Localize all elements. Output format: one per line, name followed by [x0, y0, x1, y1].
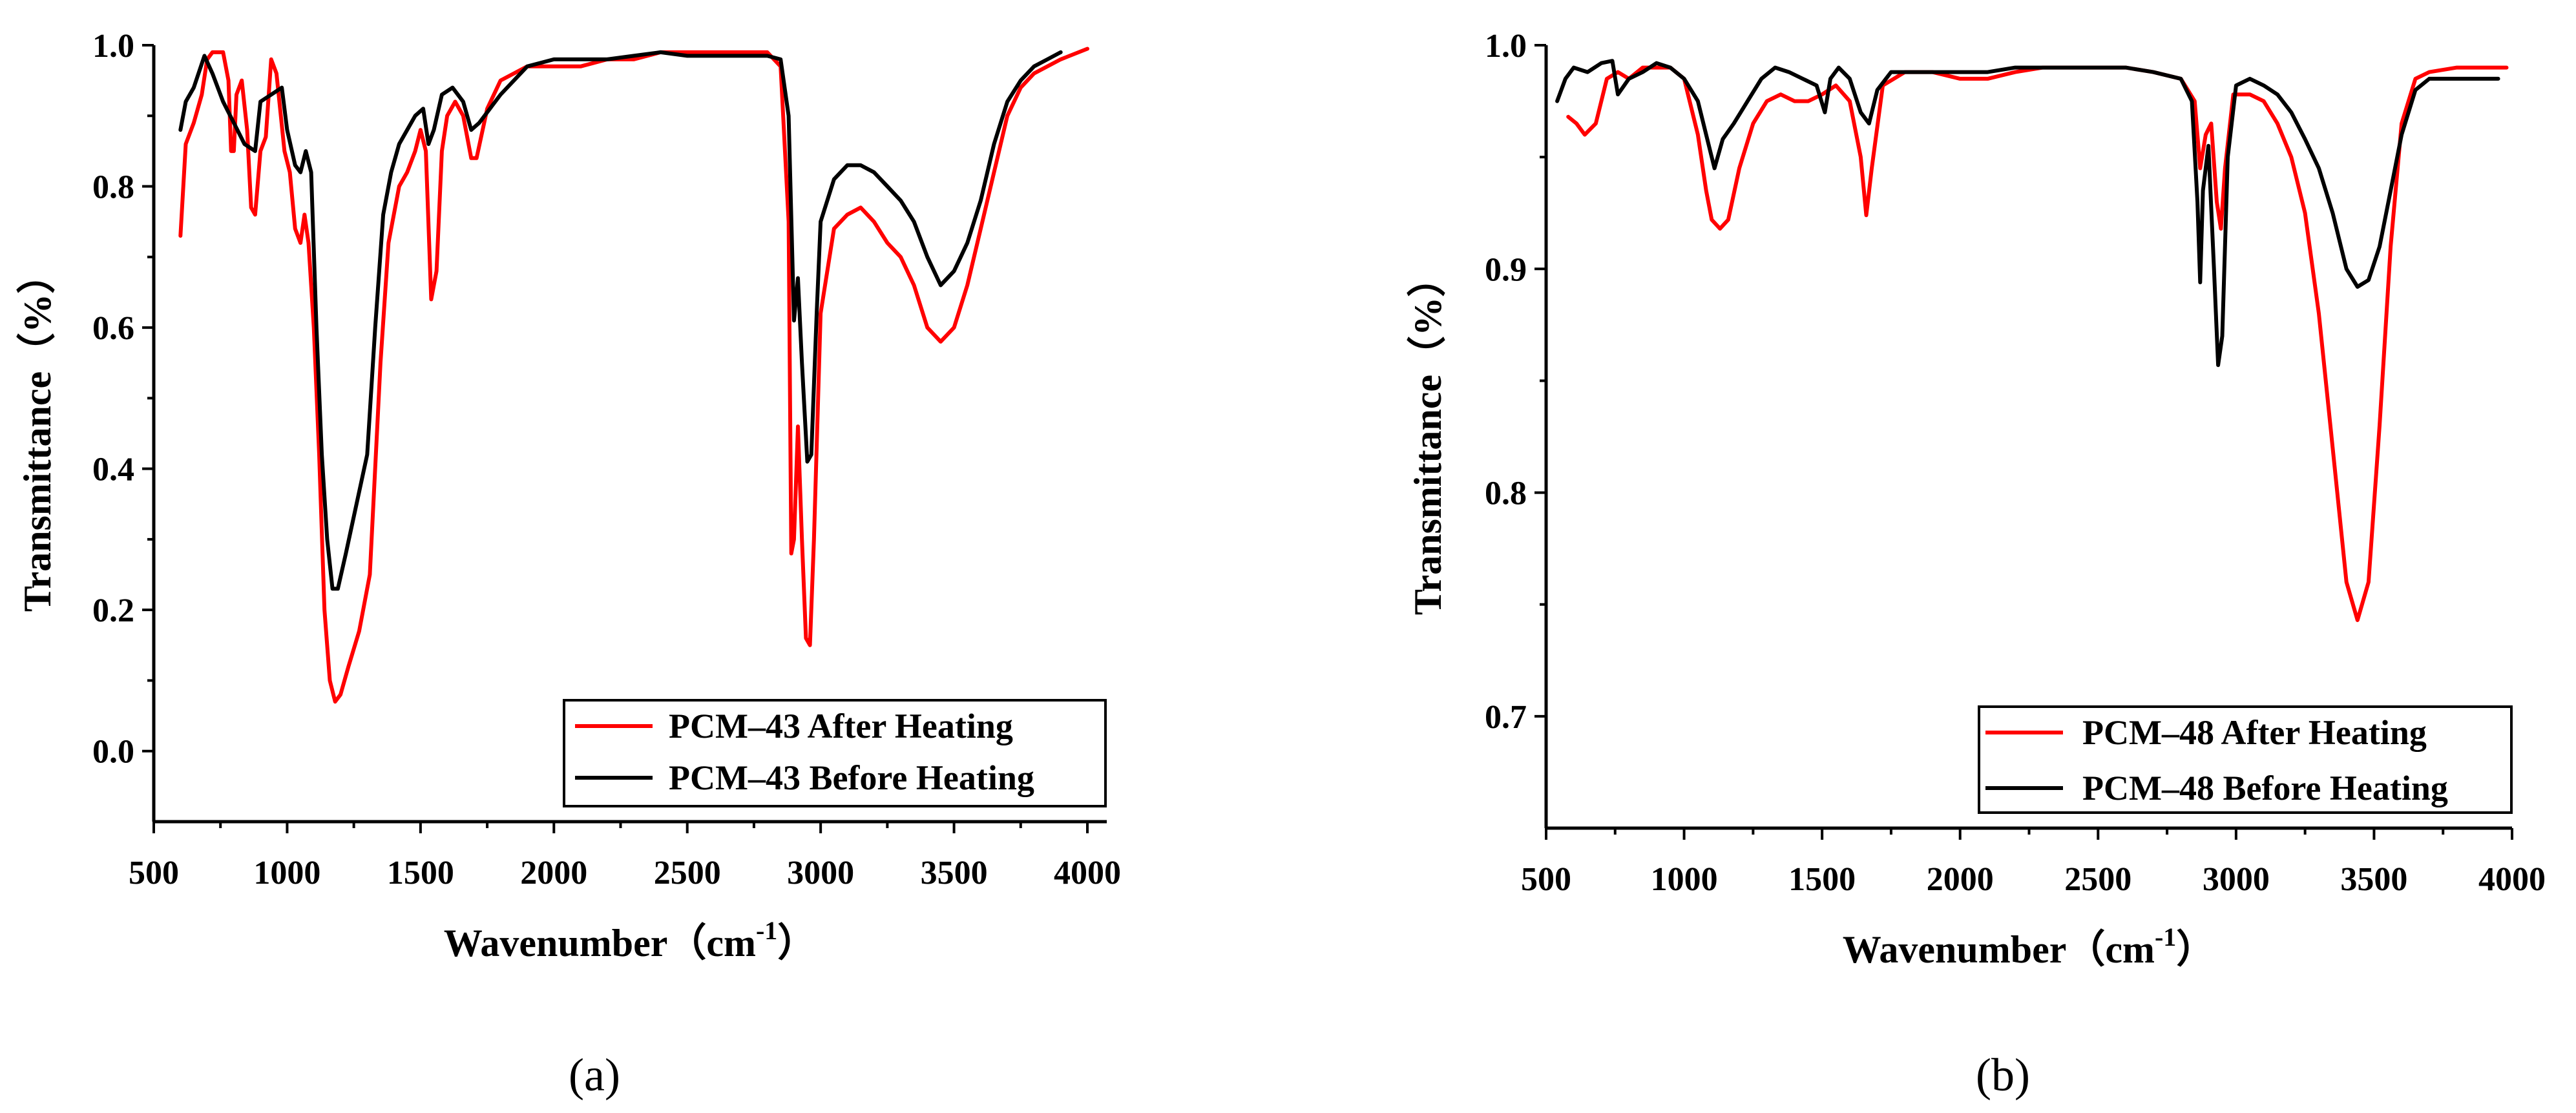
panel-b-x-tick-label: 4000 — [2478, 861, 2546, 898]
panel-a-y-tick-label: 0.2 — [92, 592, 134, 629]
panel-a-x-tick-label: 3000 — [787, 855, 854, 891]
panel-b-ticks: 500 1000 1500 2000 2500 3000 3500 4000 0.7 0.8 0.9… — [1485, 28, 2546, 898]
panel-b-y-tick-label: 0.8 — [1485, 475, 1527, 512]
panel-a-y-tick-label: 0.0 — [92, 734, 134, 771]
panel-a-y-tick-label: 0.8 — [92, 169, 134, 206]
panel-a-ticks: 500 1000 1500 2000 2500 3000 3500 4000 0.0 0.2 0.4… — [92, 28, 1121, 891]
panel-a-legend: PCM–43 After Heating PCM–43 Before Heati… — [563, 699, 1107, 807]
panel-a-x-tick-label: 3500 — [921, 855, 988, 891]
panel-a-y-tick-label: 0.6 — [92, 310, 134, 347]
panel-b-x-axis-title: Wavenumber（cm-1） — [1843, 922, 2215, 971]
panel-b: 500 1000 1500 2000 2500 3000 3500 4000 0.7 0.8 0.9… — [1406, 28, 2546, 1101]
panel-b-y-tick-label: 0.9 — [1485, 251, 1527, 288]
panel-b-legend: PCM–48 After Heating PCM–48 Before Heati… — [1978, 705, 2513, 814]
panel-b-y-axis-title: Transmittance（%） — [1406, 258, 1449, 615]
panel-a-series-line-before-heating — [178, 50, 1063, 591]
panel-b-series-line-after-heating — [1566, 65, 2509, 622]
panel-a-x-tick-label: 2000 — [520, 855, 587, 891]
panel-a-series-line-after-heating — [178, 47, 1089, 704]
panel-a-legend-label-before: PCM–43 Before Heating — [669, 758, 1034, 797]
panel-b-legend-label-after: PCM–48 After Heating — [2082, 713, 2427, 752]
panel-b-x-tick-label: 2500 — [2064, 861, 2131, 898]
panel-b-y-tick-label: 0.7 — [1485, 699, 1527, 736]
panel-a-x-tick-label: 1500 — [387, 855, 454, 891]
panel-a-legend-box — [563, 699, 1107, 807]
panel-b-series — [1555, 59, 2509, 622]
panel-a-x-tick-label: 1000 — [253, 855, 320, 891]
panel-b-legend-label-before: PCM–48 Before Heating — [2082, 769, 2448, 807]
panel-a-legend-label-after: PCM–43 After Heating — [669, 707, 1013, 745]
panel-b-x-tick-label: 1000 — [1651, 861, 1718, 898]
panel-b-x-tick-label: 2000 — [1927, 861, 1994, 898]
panel-a-label: (a) — [569, 1049, 620, 1101]
panel-b-series-line-before-heating — [1555, 59, 2500, 368]
panel-b-label: (b) — [1976, 1049, 2030, 1101]
panel-a-x-tick-label: 2500 — [654, 855, 721, 891]
panel-a-x-tick-label: 4000 — [1054, 855, 1121, 891]
panel-a: 500 1000 1500 2000 2500 3000 3500 4000 0.0 0.2 0.4… — [16, 28, 1121, 1101]
panel-a-y-tick-label: 0.4 — [92, 452, 134, 488]
panel-a-x-tick-label: 500 — [129, 855, 179, 891]
panel-b-y-tick-label: 1.0 — [1485, 28, 1527, 65]
panel-a-y-tick-label: 1.0 — [92, 28, 134, 65]
panel-b-x-tick-label: 3000 — [2203, 861, 2270, 898]
panel-a-x-axis-title: Wavenumber（cm-1） — [444, 916, 817, 964]
panel-b-x-tick-label: 1500 — [1788, 861, 1856, 898]
panel-a-y-axis-title: Transmittance（%） — [16, 255, 59, 612]
panel-a-series — [178, 47, 1089, 704]
panel-b-x-tick-label: 500 — [1521, 861, 1571, 898]
panel-b-x-tick-label: 3500 — [2340, 861, 2407, 898]
panel-b-legend-box — [1978, 705, 2513, 814]
